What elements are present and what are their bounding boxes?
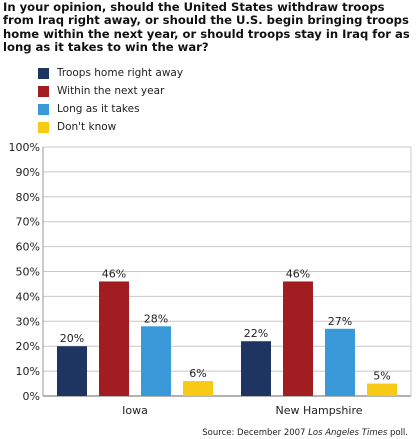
- x-tick-label: Iowa: [122, 404, 148, 417]
- bar: [141, 326, 171, 396]
- legend-label: Long as it takes: [57, 103, 140, 115]
- data-label: 5%: [373, 370, 390, 383]
- x-tick-label: New Hampshire: [275, 404, 362, 417]
- y-tick-label: 60%: [16, 241, 40, 254]
- y-tick-label: 20%: [16, 340, 40, 353]
- legend-item: Within the next year: [38, 82, 183, 100]
- legend: Troops home right away Within the next ye…: [38, 64, 183, 136]
- y-tick-label: 50%: [16, 266, 40, 279]
- source-prefix: Source: December 2007: [202, 428, 309, 438]
- y-tick-label: 30%: [16, 315, 40, 328]
- source-note: Source: December 2007 Los Angeles Times …: [202, 428, 408, 438]
- data-label: 27%: [328, 315, 352, 328]
- bar: [99, 281, 129, 396]
- bar: [241, 341, 271, 396]
- bar: [57, 346, 87, 396]
- bar: [325, 328, 355, 396]
- data-label: 22%: [244, 327, 268, 340]
- y-tick-label: 80%: [16, 191, 40, 204]
- legend-label: Within the next year: [57, 85, 165, 97]
- legend-item: Long as it takes: [38, 100, 183, 118]
- legend-label: Don't know: [57, 121, 117, 133]
- y-tick-label: 100%: [9, 141, 40, 154]
- source-publication: Los Angeles Times: [308, 428, 388, 438]
- bar: [367, 383, 397, 396]
- bar: [183, 381, 213, 396]
- source-suffix: poll.: [387, 428, 408, 438]
- y-tick-label: 90%: [16, 166, 40, 179]
- legend-swatch: [38, 103, 49, 115]
- data-label: 6%: [189, 367, 206, 380]
- legend-swatch: [38, 67, 49, 79]
- legend-swatch: [38, 121, 49, 133]
- y-tick-label: 0%: [23, 390, 40, 403]
- legend-item: Don't know: [38, 118, 183, 136]
- legend-swatch: [38, 85, 49, 97]
- y-tick-label: 10%: [16, 365, 40, 378]
- chart-title: In your opinion, should the United State…: [3, 0, 410, 54]
- legend-label: Troops home right away: [57, 67, 184, 79]
- data-label: 20%: [60, 332, 84, 345]
- data-label: 46%: [102, 267, 126, 280]
- bar: [283, 281, 313, 396]
- legend-item: Troops home right away: [38, 64, 183, 82]
- y-tick-label: 40%: [16, 290, 40, 303]
- data-label: 46%: [286, 267, 310, 280]
- data-label: 28%: [144, 312, 168, 325]
- y-tick-label: 70%: [16, 216, 40, 229]
